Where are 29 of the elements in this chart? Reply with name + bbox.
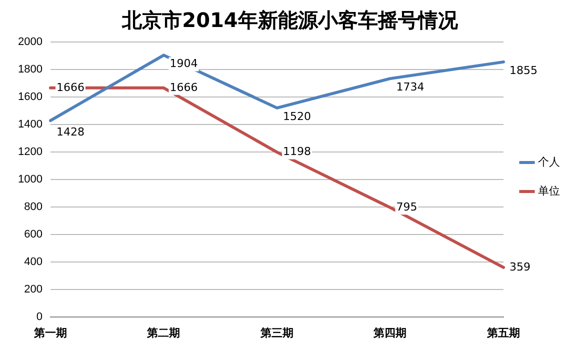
y-tick-label: 600 <box>24 228 42 240</box>
y-tick-label: 1400 <box>18 118 42 130</box>
data-label: 1904 <box>170 57 198 70</box>
data-label: 1520 <box>282 110 311 123</box>
data-label: 359 <box>510 260 530 274</box>
data-label: 1666 <box>170 80 198 94</box>
y-tick-label: 1000 <box>18 173 42 186</box>
x-tick-label: 第三期 <box>259 326 294 340</box>
y-tick-label: 0 <box>36 310 42 323</box>
x-tick-label: 第四期 <box>372 326 407 340</box>
y-tick-label: 1600 <box>18 90 42 103</box>
data-label: 1428 <box>56 125 84 138</box>
y-tick-label: 400 <box>24 256 42 268</box>
legend-label: 单位 <box>538 184 560 198</box>
chart-title: 北京市2014年新能源小客车摇号情况 <box>121 8 459 32</box>
y-tick-label: 800 <box>24 200 42 213</box>
y-tick-label: 1800 <box>18 64 42 76</box>
y-tick-label: 2000 <box>18 36 42 48</box>
x-tick-label: 第一期 <box>32 326 67 340</box>
data-label: 1734 <box>396 80 424 94</box>
data-label: 1666 <box>56 80 84 94</box>
y-tick-label: 200 <box>24 283 42 296</box>
data-label: 795 <box>396 200 418 214</box>
data-label: 1198 <box>282 145 311 158</box>
x-tick-label: 第五期 <box>486 326 520 340</box>
y-tick-label: 1200 <box>18 146 42 158</box>
legend-label: 个人 <box>538 156 560 169</box>
data-label: 1855 <box>510 64 538 77</box>
x-tick-label: 第二期 <box>146 326 180 340</box>
